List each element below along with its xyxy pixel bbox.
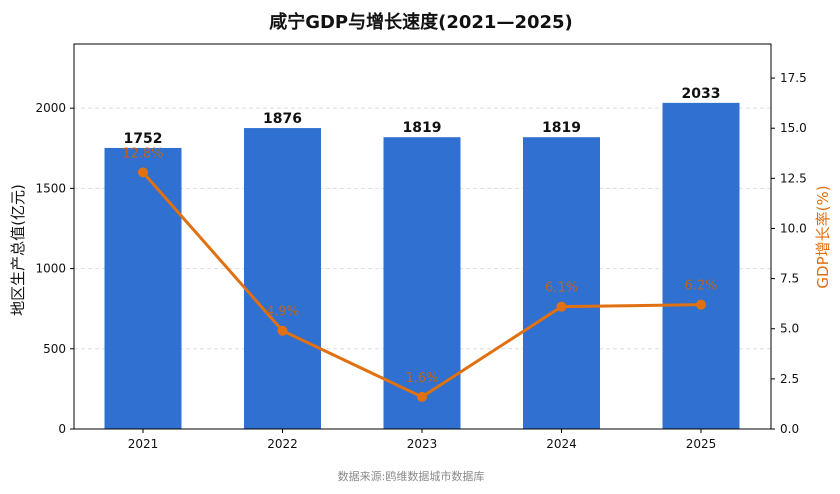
bar-series [104,102,740,429]
bar-value-label: 2033 [682,86,721,102]
bar-value-label: 1752 [124,131,163,147]
growth-value-label: 12.8% [122,146,163,161]
chart-title: 咸宁GDP与增长速度(2021—2025) [269,11,573,33]
y2-tick-label: 7.5 [780,272,799,286]
y-axis-title: 地区生产总值(亿元) [9,184,27,316]
y2-tick-label: 10.0 [780,221,807,235]
bar [662,102,740,429]
x-tick-label: 2024 [546,437,577,451]
growth-value-label: 6.1% [545,281,578,296]
y2-tick-label: 17.5 [780,71,807,85]
growth-value-label: 4.9% [266,305,299,320]
bar-value-label: 1876 [263,111,302,127]
growth-point [138,167,148,178]
y-tick-label: 1500 [35,181,66,195]
line-series [138,167,706,402]
y2-tick-label: 12.5 [780,171,807,185]
bar [244,128,321,429]
bar-value-label: 1819 [542,120,581,136]
growth-point [417,391,427,402]
growth-value-label: 1.6% [405,371,438,386]
data-labels: 1752 1876 1819 1819 2033 12.8% 4.9% 1.6% 6.1% 6.2… [122,86,720,386]
x-tick-label: 2021 [128,437,159,451]
y2-tick-label: 0.0 [780,422,799,436]
y2-tick-label: 15.0 [780,121,807,135]
y-tick-label: 0 [58,422,66,436]
bar [523,137,600,429]
growth-point [556,301,567,312]
y-tick-label: 1000 [35,262,66,276]
y2-tick-label: 2.5 [780,372,799,386]
x-tick-label: 2022 [267,437,298,451]
x-tick-label: 2025 [686,437,717,451]
x-tick-label: 2023 [407,437,438,451]
y2-tick-label: 5.0 [780,322,799,336]
bar [104,147,182,429]
growth-value-label: 6.2% [684,279,717,294]
y-tick-label: 2000 [35,101,66,115]
axes: 0 500 1000 1500 2000 0.0 2.5 5.0 7.5 10.0 12.5 15.0… [35,43,807,451]
y-tick-label: 500 [43,342,66,356]
bar-value-label: 1819 [403,120,442,136]
y2-axis-title: GDP增长率(%) [814,185,832,288]
source-note: 数据来源:鸥维数据城市数据库 [338,469,485,483]
growth-point [696,299,706,310]
growth-point [277,325,288,336]
